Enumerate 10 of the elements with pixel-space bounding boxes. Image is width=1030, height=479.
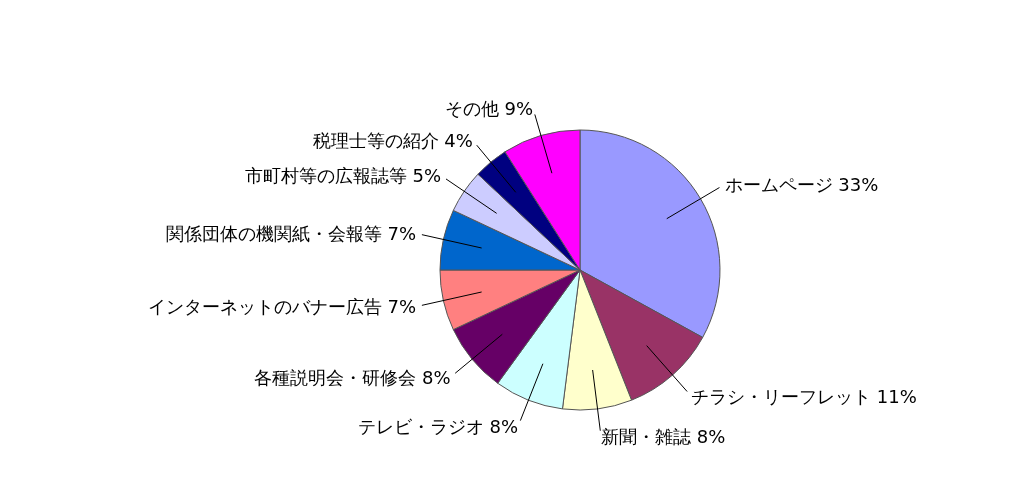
slice-label: その他 9% [444,98,534,120]
slice-label: インターネットのバナー広告 7% [147,296,417,318]
slice-label: 税理士等の紹介 4% [312,130,473,152]
slice-label: テレビ・ラジオ 8% [357,415,519,437]
slice-label: 関係団体の機関紙・会報等 7% [165,222,417,244]
slice-label: ホームページ 33% [724,173,879,195]
slice-label: 市町村等の広報誌等 5% [244,165,442,187]
slice-label: チラシ・リーフレット 11% [691,385,917,407]
slice-label: 新聞・雑誌 8% [601,426,726,448]
slice-label: 各種説明会・研修会 8% [254,366,451,388]
